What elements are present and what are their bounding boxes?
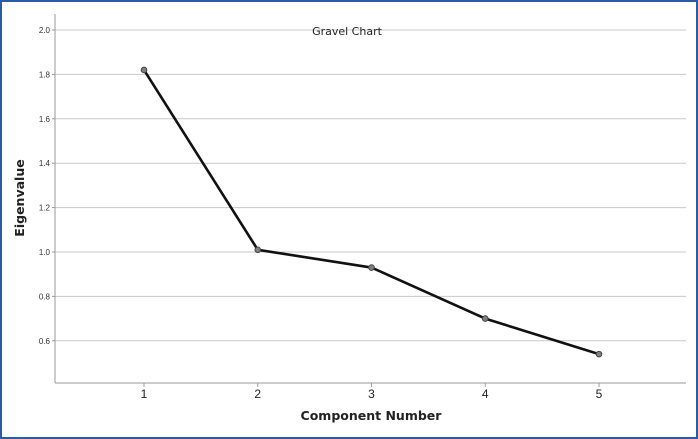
x-tick-label: 3 [368,387,375,401]
y-tick-label: 2.0 [39,26,51,35]
x-tick-label: 1 [141,387,148,401]
y-axis-title: Eigenvalue [12,159,27,236]
y-tick-label: 1.2 [39,204,51,213]
data-point [481,315,489,322]
x-axis-title: Component Number [301,408,443,423]
x-tick-label: 2 [254,387,261,401]
gridlines [55,29,686,342]
data-point [595,350,603,358]
series-line [142,69,600,356]
axes [54,14,686,384]
y-tick-label: 1.0 [39,248,51,257]
data-point [254,246,262,254]
y-tick-label: 0.6 [39,337,51,346]
y-tick-label: 0.8 [39,292,51,301]
y-tick-labels: 0.6 0.8 1.0 1.2 1.4 1.6 1.8 2.0 [39,26,55,346]
x-tick-labels: 1 2 3 4 5 [141,383,603,401]
data-point [140,66,148,74]
x-tick-label: 5 [596,387,603,401]
chart-title: Gravel Chart [312,25,383,38]
data-point [368,264,375,271]
y-tick-label: 1.6 [39,115,51,124]
y-tick-label: 1.4 [39,159,51,168]
y-tick-label: 1.8 [39,70,51,79]
x-tick-label: 4 [482,387,489,401]
series-eigenvalue [140,66,603,358]
